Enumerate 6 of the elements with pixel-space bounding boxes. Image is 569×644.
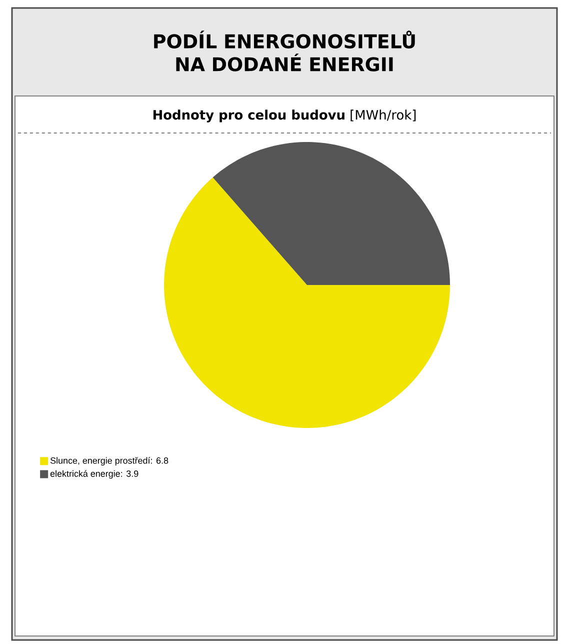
legend-label: Slunce, energie prostředí [50, 457, 150, 466]
data-label: : 3.9 [121, 470, 138, 477]
chart-title: PODÍL ENERGONOSITELŮ NA DODANÉ ENERGII [154, 30, 415, 72]
chart-subtitle: Hodnoty pro celou budovu [MWh/rok] [153, 110, 416, 122]
data-label: : 6.8 [151, 457, 168, 464]
legend-label: elektrická energie [50, 470, 120, 479]
